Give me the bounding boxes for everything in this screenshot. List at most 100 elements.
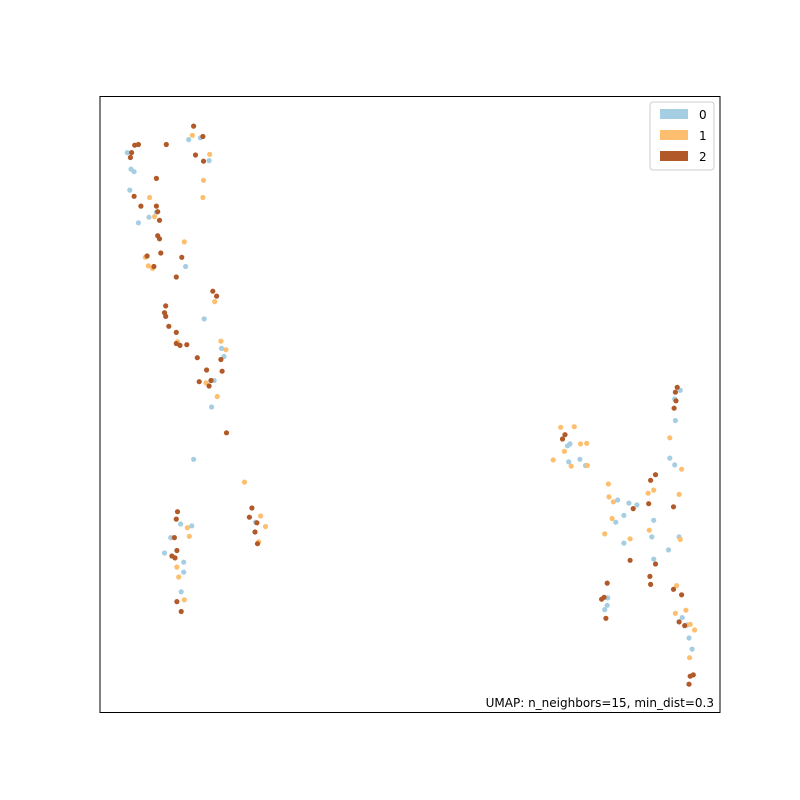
scatter-point-class-1 <box>174 564 180 570</box>
scatter-point-class-1 <box>577 441 584 447</box>
scatter-point-class-2 <box>648 581 654 588</box>
scatter-point-class-2 <box>254 541 261 547</box>
scatter-point-class-2 <box>246 514 252 520</box>
scatter-point-class-0 <box>672 462 678 468</box>
scatter-point-class-1 <box>571 424 577 430</box>
scatter-point-class-2 <box>646 501 652 507</box>
scatter-point-class-1 <box>176 574 182 580</box>
scatter-point-class-2 <box>158 250 164 256</box>
scatter-point-class-2 <box>670 586 677 592</box>
scatter-point-class-2 <box>687 673 693 679</box>
scatter-point-class-0 <box>621 540 627 546</box>
scatter-point-class-0 <box>577 456 583 462</box>
scatter-point-class-1 <box>207 151 213 157</box>
scatter-point-class-1 <box>561 448 568 454</box>
scatter-point-class-1 <box>212 299 218 305</box>
legend-items: 0 1 2 <box>660 108 707 164</box>
points-layer <box>124 123 698 687</box>
scatter-point-class-0 <box>604 602 610 608</box>
scatter-point-class-2 <box>173 516 179 522</box>
scatter-point-class-1 <box>218 338 224 344</box>
scatter-point-class-0 <box>209 404 215 410</box>
scatter-point-class-2 <box>151 263 157 270</box>
scatter-point-class-2 <box>218 356 224 363</box>
scatter-point-class-2 <box>200 158 207 164</box>
scatter-point-class-1 <box>609 515 615 522</box>
legend-label-0: 0 <box>699 108 707 122</box>
scatter-point-class-2 <box>163 141 169 148</box>
scatter-point-class-1 <box>241 479 248 485</box>
scatter-point-class-2 <box>166 323 172 329</box>
scatter-point-class-2 <box>156 217 163 223</box>
scatter-point-class-2 <box>254 520 260 526</box>
scatter-point-class-1 <box>606 494 612 500</box>
scatter-point-class-0 <box>181 569 187 575</box>
scatter-point-class-2 <box>200 133 206 140</box>
legend-swatch-2 <box>660 151 688 161</box>
scatter-point-class-2 <box>208 377 214 384</box>
scatter-point-class-1 <box>677 536 683 543</box>
scatter-point-class-2 <box>171 535 177 541</box>
scatter-point-class-2 <box>647 573 653 580</box>
scatter-point-class-2 <box>204 367 210 373</box>
scatter-point-class-2 <box>156 236 163 242</box>
scatter-point-class-1 <box>550 457 556 463</box>
plot-frame <box>99 96 721 713</box>
scatter-point-class-1 <box>558 424 564 430</box>
scatter-point-class-0 <box>672 417 679 424</box>
scatter-point-class-1 <box>584 462 590 469</box>
scatter-point-class-2 <box>155 209 161 215</box>
scatter-point-class-2 <box>173 329 179 335</box>
scatter-point-class-2 <box>673 398 679 404</box>
scatter-point-class-1 <box>646 527 652 533</box>
scatter-point-class-2 <box>559 436 566 442</box>
scatter-point-class-0 <box>181 559 187 565</box>
scatter-point-class-0 <box>613 519 619 525</box>
legend-label-2: 2 <box>699 150 707 164</box>
scatter-point-class-1 <box>200 177 207 183</box>
scatter-point-class-2 <box>686 681 692 687</box>
scatter-point-class-2 <box>135 141 141 148</box>
scatter-point-class-2 <box>163 313 169 319</box>
scatter-point-class-0 <box>649 534 655 540</box>
scatter-point-class-2 <box>153 203 159 209</box>
scatter-point-class-0 <box>127 187 133 193</box>
scatter-point-class-1 <box>181 597 187 603</box>
scatter-point-class-1 <box>258 513 264 519</box>
scatter-point-class-2 <box>169 553 175 559</box>
scatter-point-class-2 <box>194 355 200 361</box>
scatter-point-class-0 <box>191 456 197 462</box>
scatter-point-class-1 <box>602 531 608 537</box>
scatter-point-class-0 <box>665 547 672 553</box>
scatter-point-class-1 <box>672 610 679 616</box>
legend: 0 1 2 <box>649 101 715 171</box>
scatter-point-class-2 <box>174 509 181 515</box>
scatter-point-class-0 <box>602 607 608 613</box>
scatter-point-class-0 <box>218 345 225 351</box>
scatter-point-class-0 <box>183 263 189 270</box>
scatter-point-class-0 <box>201 316 207 322</box>
scatter-point-class-0 <box>124 150 130 156</box>
scatter-point-class-0 <box>621 512 627 519</box>
scatter-point-class-2 <box>173 274 179 280</box>
scatter-point-class-1 <box>674 583 680 589</box>
scatter-point-class-2 <box>670 504 677 510</box>
scatter-point-class-0 <box>564 443 571 449</box>
scatter-point-class-2 <box>627 557 633 563</box>
scatter-point-class-2 <box>252 529 258 535</box>
scatter-point-class-2 <box>192 152 199 158</box>
scatter-point-class-2 <box>652 561 659 567</box>
legend-swatch-0 <box>660 109 688 119</box>
scatter-point-class-1 <box>223 347 229 353</box>
scatter-point-class-2 <box>191 123 197 129</box>
scatter-point-class-2 <box>599 596 605 602</box>
scatter-point-class-0 <box>615 497 621 503</box>
scatter-point-class-2 <box>219 368 225 374</box>
scatter-point-class-2 <box>679 592 685 598</box>
scatter-point-class-0 <box>651 517 657 523</box>
scatter-point-class-2 <box>652 472 659 478</box>
scatter-point-class-2 <box>127 154 133 161</box>
scatter-point-class-1 <box>605 481 612 487</box>
scatter-point-class-1 <box>627 536 633 542</box>
